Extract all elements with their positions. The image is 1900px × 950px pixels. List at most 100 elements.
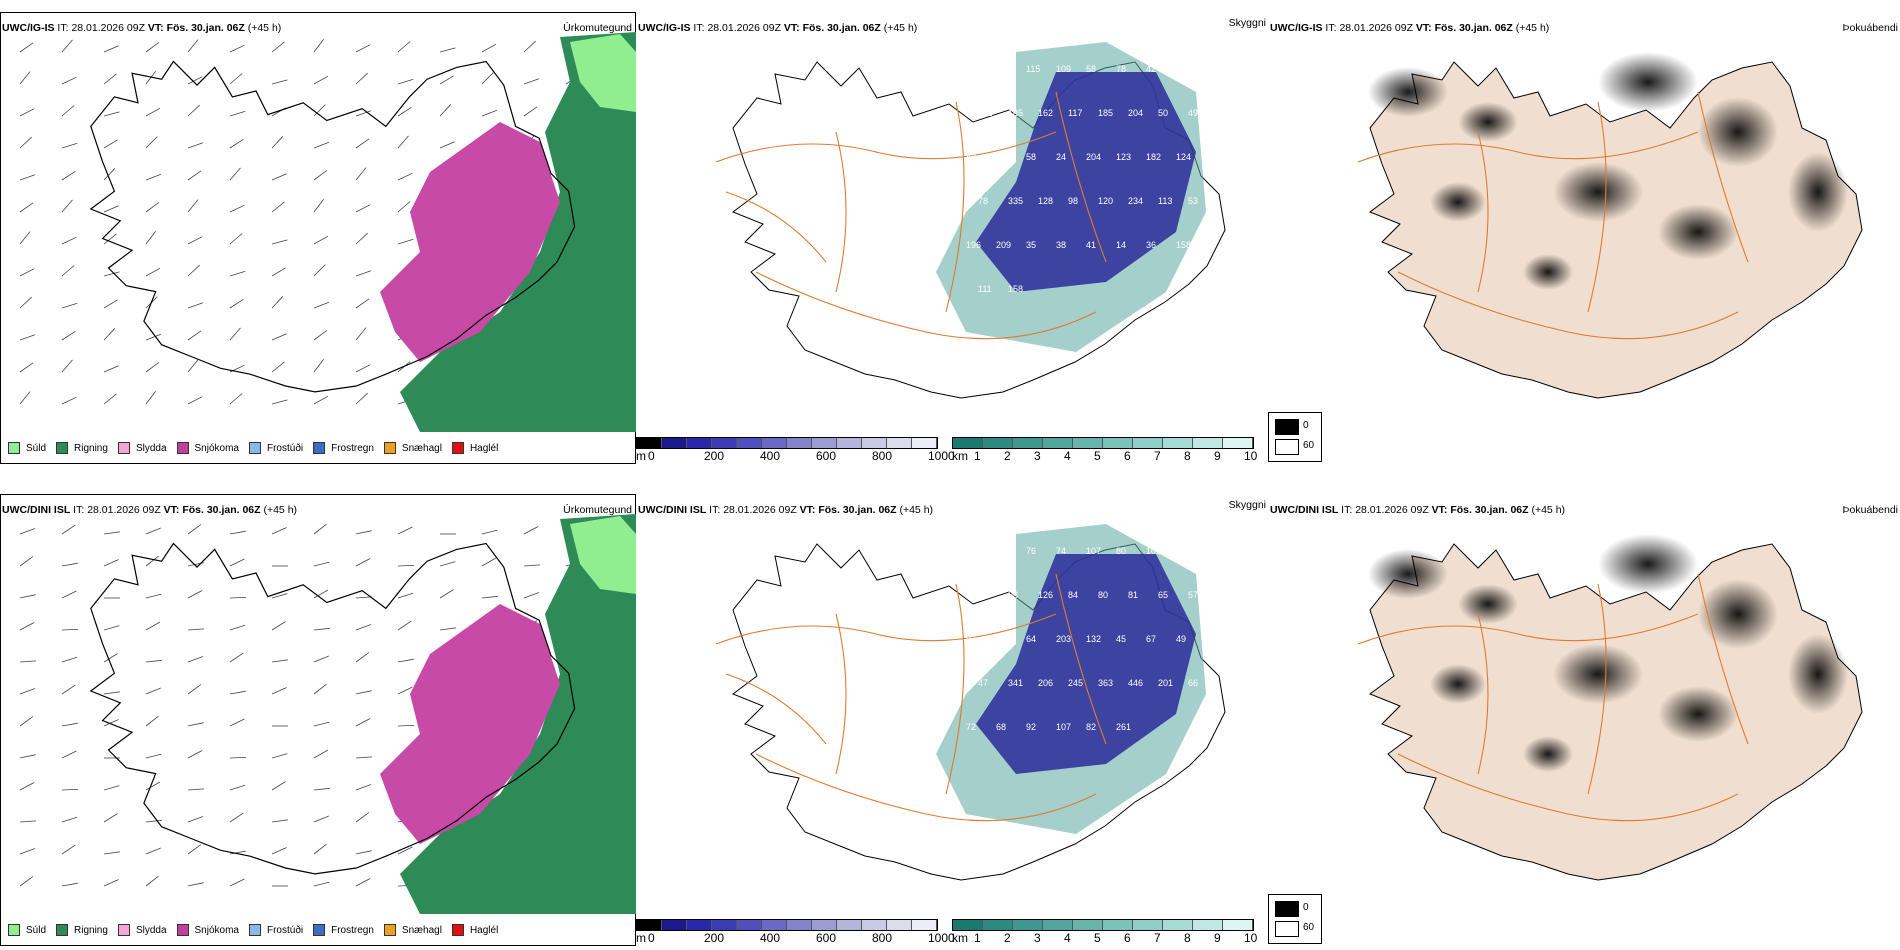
ceiling-value-label: 98 — [1068, 196, 1078, 206]
wind-barb — [103, 691, 120, 695]
wind-barb — [187, 750, 203, 759]
ceiling-value-label: 120 — [1098, 196, 1113, 206]
ceiling-value-label: 57 — [996, 152, 1006, 162]
colorbar-segment — [862, 920, 887, 930]
wind-barb — [271, 659, 288, 663]
wind-barb — [313, 627, 330, 631]
colorbar-segment — [637, 920, 662, 930]
wind-barb — [187, 882, 204, 887]
wind-barb — [19, 820, 37, 823]
wind-barb — [355, 44, 371, 53]
wind-barb — [313, 683, 327, 695]
ceiling-value-label: 36 — [1146, 240, 1156, 250]
visibility-tick: 8 — [1184, 931, 1191, 945]
wind-barb — [187, 844, 202, 855]
fog-blob — [1523, 736, 1573, 772]
wind-barb — [439, 47, 456, 53]
coastline — [89, 60, 576, 393]
ceiling-value-label: 42 — [1146, 64, 1156, 74]
wind-barb — [61, 590, 77, 599]
colorbar-segment — [837, 920, 862, 930]
colorbar-segment — [953, 438, 983, 448]
road — [1477, 613, 1489, 775]
wind-barb — [145, 715, 159, 727]
ceiling-value-label: 261 — [1116, 722, 1131, 732]
ceiling-value-label: 54 — [996, 634, 1006, 644]
colorbar-segment — [687, 438, 712, 448]
wind-barb — [145, 333, 162, 341]
ceiling-value-label: 68 — [996, 546, 1006, 556]
legend-swatch — [248, 442, 261, 454]
wind-barb — [19, 391, 31, 405]
colorbar-segment — [1043, 920, 1073, 930]
colorbar-segment — [1073, 920, 1103, 930]
wind-barb — [145, 555, 159, 567]
wind-barb — [271, 296, 284, 309]
wind-barb — [313, 561, 330, 567]
wind-barb — [187, 330, 202, 341]
visibility-tick: 10 — [1244, 931, 1258, 945]
legend-label: Haglél — [469, 442, 499, 454]
wind-barb — [61, 359, 73, 373]
it-value: 28.01.2026 09Z — [87, 504, 161, 516]
wind-barb — [397, 592, 414, 599]
legend-label: Snjókoma — [194, 442, 239, 454]
rain-area — [400, 514, 636, 914]
wind-barb — [229, 652, 244, 663]
road — [1587, 101, 1607, 313]
colorbar-segment — [1193, 438, 1223, 448]
wind-barb — [397, 238, 414, 245]
wind-barb — [103, 785, 120, 791]
wind-barb — [271, 361, 285, 373]
it-label: IT: — [57, 22, 69, 34]
model-name: UWC/IG-IS — [638, 22, 691, 34]
road — [725, 191, 827, 263]
wind-barb — [397, 78, 414, 85]
wind-barb — [397, 526, 413, 535]
visibility-tick: 5 — [1094, 449, 1101, 463]
wind-barb — [523, 592, 540, 599]
wind-barb — [19, 108, 35, 117]
fog-map — [1357, 52, 1863, 399]
precip-legend-item: Rigning — [56, 442, 108, 454]
wind-barb — [397, 565, 415, 567]
wind-barb — [187, 684, 202, 695]
precip-legend-item: Frostregn — [313, 442, 374, 454]
ceiling-value-label: 109 — [1056, 64, 1071, 74]
wind-barb — [145, 390, 156, 405]
wind-barb — [313, 235, 329, 245]
wind-barb — [271, 847, 287, 855]
visibility-tick: 8 — [1184, 449, 1191, 463]
wind-barb — [103, 653, 118, 663]
legend-swatch — [117, 442, 130, 454]
ceiling-value-label: 53 — [1188, 196, 1198, 206]
ceiling-value-label: 38 — [1056, 240, 1066, 250]
fog-blob — [1788, 634, 1848, 714]
road — [715, 131, 1057, 163]
wind-barb — [19, 42, 34, 53]
wind-barb — [145, 230, 156, 245]
wind-barb — [187, 788, 205, 791]
ceiling-tick: 1000 — [928, 931, 955, 945]
colorbar-segment — [1193, 920, 1223, 930]
ceiling-tick: 0 — [648, 931, 655, 945]
wind-barb — [313, 301, 330, 309]
colorbar-segment — [1013, 920, 1043, 930]
wind-barb — [229, 270, 246, 277]
wind-barb — [19, 782, 35, 791]
wind-barb — [481, 72, 494, 85]
wind-barb — [229, 690, 246, 695]
legend-label: Slydda — [135, 442, 167, 454]
wind-barb — [355, 392, 368, 405]
coastline — [89, 542, 576, 875]
precip-type-panel-bottom: UWC/DINI ISL IT: 28.01.2026 09Z VT: Fös.… — [0, 494, 636, 946]
road-network — [1357, 91, 1749, 340]
it-label: IT: — [1341, 504, 1353, 516]
visibility-tick: 10 — [1244, 449, 1258, 463]
it-label: IT: — [73, 504, 85, 516]
wind-barb — [187, 170, 202, 181]
colorbar-segment — [762, 920, 787, 930]
wind-barb — [355, 204, 371, 213]
wind-barb — [145, 593, 162, 599]
vt-label: VT: — [1415, 22, 1432, 34]
